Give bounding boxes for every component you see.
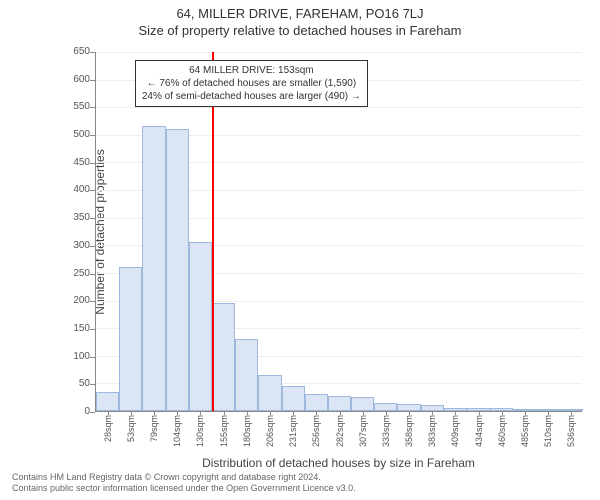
histogram-bar [328,396,351,412]
x-axis-label: Distribution of detached houses by size … [95,456,582,470]
annotation-line-2: ← 76% of detached houses are smaller (1,… [142,77,361,90]
y-tick-label: 500 [60,129,90,141]
x-tick-label: 536sqm [566,415,576,447]
x-tick-label: 206sqm [265,415,275,447]
x-tick-label: 104sqm [172,415,182,447]
y-tick-label: 450 [60,157,90,169]
x-tick-label: 231sqm [288,415,298,447]
x-tick-label: 358sqm [404,415,414,447]
y-tick-label: 650 [60,46,90,58]
histogram-bar [96,392,119,411]
histogram-bar [374,403,397,411]
histogram-bar [397,404,420,411]
y-tick-label: 600 [60,74,90,86]
histogram-bar [258,375,281,411]
x-tick-label: 460sqm [497,415,507,447]
footer-line-1: Contains HM Land Registry data © Crown c… [12,472,356,483]
plot-area: 64 MILLER DRIVE: 153sqm ← 76% of detache… [95,52,582,412]
x-tick-label: 28sqm [103,415,113,442]
histogram-bar [305,394,328,411]
y-tick-label: 550 [60,101,90,113]
y-tick-label: 350 [60,212,90,224]
y-tick-label: 400 [60,184,90,196]
footer-attribution: Contains HM Land Registry data © Crown c… [12,472,356,494]
annotation-line-1: 64 MILLER DRIVE: 153sqm [142,64,361,77]
gridline [96,52,582,53]
histogram-bar [212,303,235,411]
x-tick-label: 256sqm [311,415,321,447]
y-tick-label: 250 [60,268,90,280]
y-axis: 050100150200250300350400450500550600650 [60,52,90,412]
y-tick-label: 0 [60,406,90,418]
x-tick-label: 180sqm [242,415,252,447]
x-tick-label: 155sqm [219,415,229,447]
gridline [96,107,582,108]
x-tick-label: 383sqm [427,415,437,447]
x-tick-label: 333sqm [381,415,391,447]
footer-line-2: Contains public sector information licen… [12,483,356,494]
page-subtitle: Size of property relative to detached ho… [0,21,600,38]
x-tick-label: 307sqm [358,415,368,447]
histogram-bar [282,386,305,411]
y-tick-label: 300 [60,240,90,252]
marker-annotation: 64 MILLER DRIVE: 153sqm ← 76% of detache… [135,60,368,107]
x-tick-label: 409sqm [450,415,460,447]
x-tick-label: 53sqm [126,415,136,442]
histogram-bar [235,339,258,411]
x-tick-label: 434sqm [474,415,484,447]
y-tick-label: 100 [60,351,90,363]
x-tick-label: 282sqm [335,415,345,447]
chart-area: Number of detached properties 0501001502… [60,52,582,412]
annotation-line-3: 24% of semi-detached houses are larger (… [142,90,361,103]
y-tick-label: 200 [60,295,90,307]
histogram-bar [351,397,374,411]
histogram-bar [166,129,189,411]
x-tick-label: 130sqm [195,415,205,447]
y-tick-label: 50 [60,378,90,390]
page-title: 64, MILLER DRIVE, FAREHAM, PO16 7LJ [0,0,600,21]
x-tick-label: 79sqm [149,415,159,442]
histogram-bar [189,242,212,411]
x-tick-label: 510sqm [543,415,553,447]
histogram-bar [119,267,142,411]
x-tick-label: 485sqm [520,415,530,447]
histogram-bar [142,126,165,411]
y-tick-label: 150 [60,323,90,335]
